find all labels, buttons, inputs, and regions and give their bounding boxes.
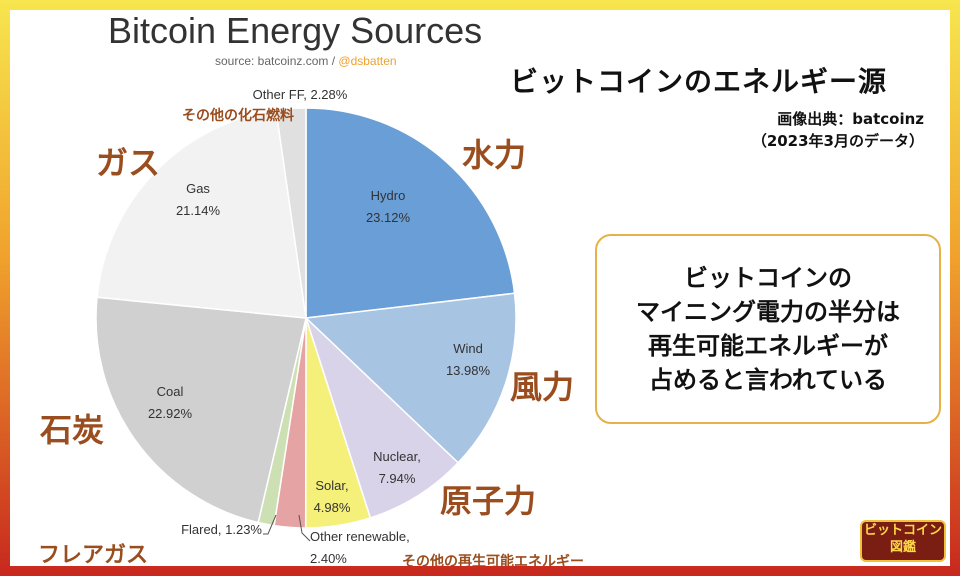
slice-value-coal: 22.92%: [148, 406, 193, 421]
jp-label-hydro: 水力: [462, 136, 527, 174]
slice-value-nuclear: 7.94%: [379, 471, 416, 486]
logo-text-bottom: 図鑑: [889, 540, 916, 555]
slice-value-wind: 13.98%: [446, 363, 491, 378]
page-heading: ビットコインのエネルギー源: [510, 65, 888, 98]
slice-label-wind: Wind: [453, 341, 483, 356]
callout-line-2: マイニング電力の半分は: [636, 298, 900, 326]
slice-label-nuclear: Nuclear,: [373, 449, 421, 464]
chart-source-handle: @dsbatten: [338, 54, 397, 68]
slice-label-hydro: Hydro: [371, 188, 406, 203]
slice-value-other-renewable: 2.40%: [310, 551, 347, 566]
slice-value-gas: 21.14%: [176, 203, 221, 218]
leader-line-flared-1-23: [263, 514, 277, 535]
callout-line-3: 再生可能エネルギーが: [648, 332, 888, 360]
slice-label-solar: Solar,: [315, 478, 348, 493]
credit-line-2: （2023年3月のデータ）: [751, 132, 924, 150]
pie-slice-nuclear: [305, 317, 460, 519]
slice-label-other-ff-2-28: Other FF, 2.28%: [253, 87, 348, 102]
slice-label-gas: Gas: [186, 181, 210, 196]
slice-value-hydro: 23.12%: [366, 210, 411, 225]
callout-box: ビットコインの マイニング電力の半分は 再生可能エネルギーが 占めると言われてい…: [595, 234, 941, 424]
brand-logo: ビットコイン 図鑑: [860, 520, 946, 562]
logo-text-top: ビットコイン: [863, 523, 942, 538]
credit-line-1: 画像出典：batcoinz: [777, 110, 924, 128]
pie-chart: Hydro 23.12% Wind 13.98% Nuclear, 7.94% Solar,…: [95, 87, 517, 566]
callout-line-4: 占めると言われている: [648, 366, 888, 394]
pie-slice-wind: [304, 292, 517, 464]
slice-label-flared-1-23: Flared, 1.23%: [181, 522, 262, 537]
slice-label-other-renewable: Other renewable,: [310, 529, 410, 544]
jp-label-other-renewable: その他の再生可能エネルギー: [402, 554, 584, 566]
pie-slice-gas: [96, 109, 307, 319]
slice-value-solar: 4.98%: [314, 500, 351, 515]
slice-label-coal: Coal: [157, 384, 184, 399]
jp-label-coal: 石炭: [40, 411, 105, 449]
labels-layer: Hydro 23.12% Wind 13.98% Nuclear, 7.94% Solar,…: [148, 87, 491, 566]
pie-slice-coal: [95, 296, 307, 524]
jp-label-flared: フレアガス: [38, 543, 149, 566]
slide-panel: Hydro 23.12% Wind 13.98% Nuclear, 7.94% Solar,…: [10, 10, 950, 566]
pie-slice-other-ff-2-28: [275, 107, 307, 319]
chart-title: Bitcoin Energy Sources: [108, 10, 483, 51]
chart-source-text: source: batcoinz.com /: [215, 54, 339, 68]
jp-label-gas: ガス: [96, 144, 161, 182]
pie-slice-hydro: [305, 107, 516, 319]
jp-label-other-ff: その他の化石燃料: [182, 108, 294, 124]
jp-label-nuclear: 原子力: [440, 482, 537, 520]
leader-line-other-renewable: [298, 514, 311, 542]
chart-source: source: batcoinz.com / @dsbatten: [215, 54, 397, 68]
slices-layer: [95, 107, 517, 529]
jp-label-wind: 風力: [510, 368, 575, 406]
callout-line-1: ビットコインの: [684, 264, 852, 292]
image-credit: 画像出典：batcoinz （2023年3月のデータ）: [752, 108, 924, 152]
